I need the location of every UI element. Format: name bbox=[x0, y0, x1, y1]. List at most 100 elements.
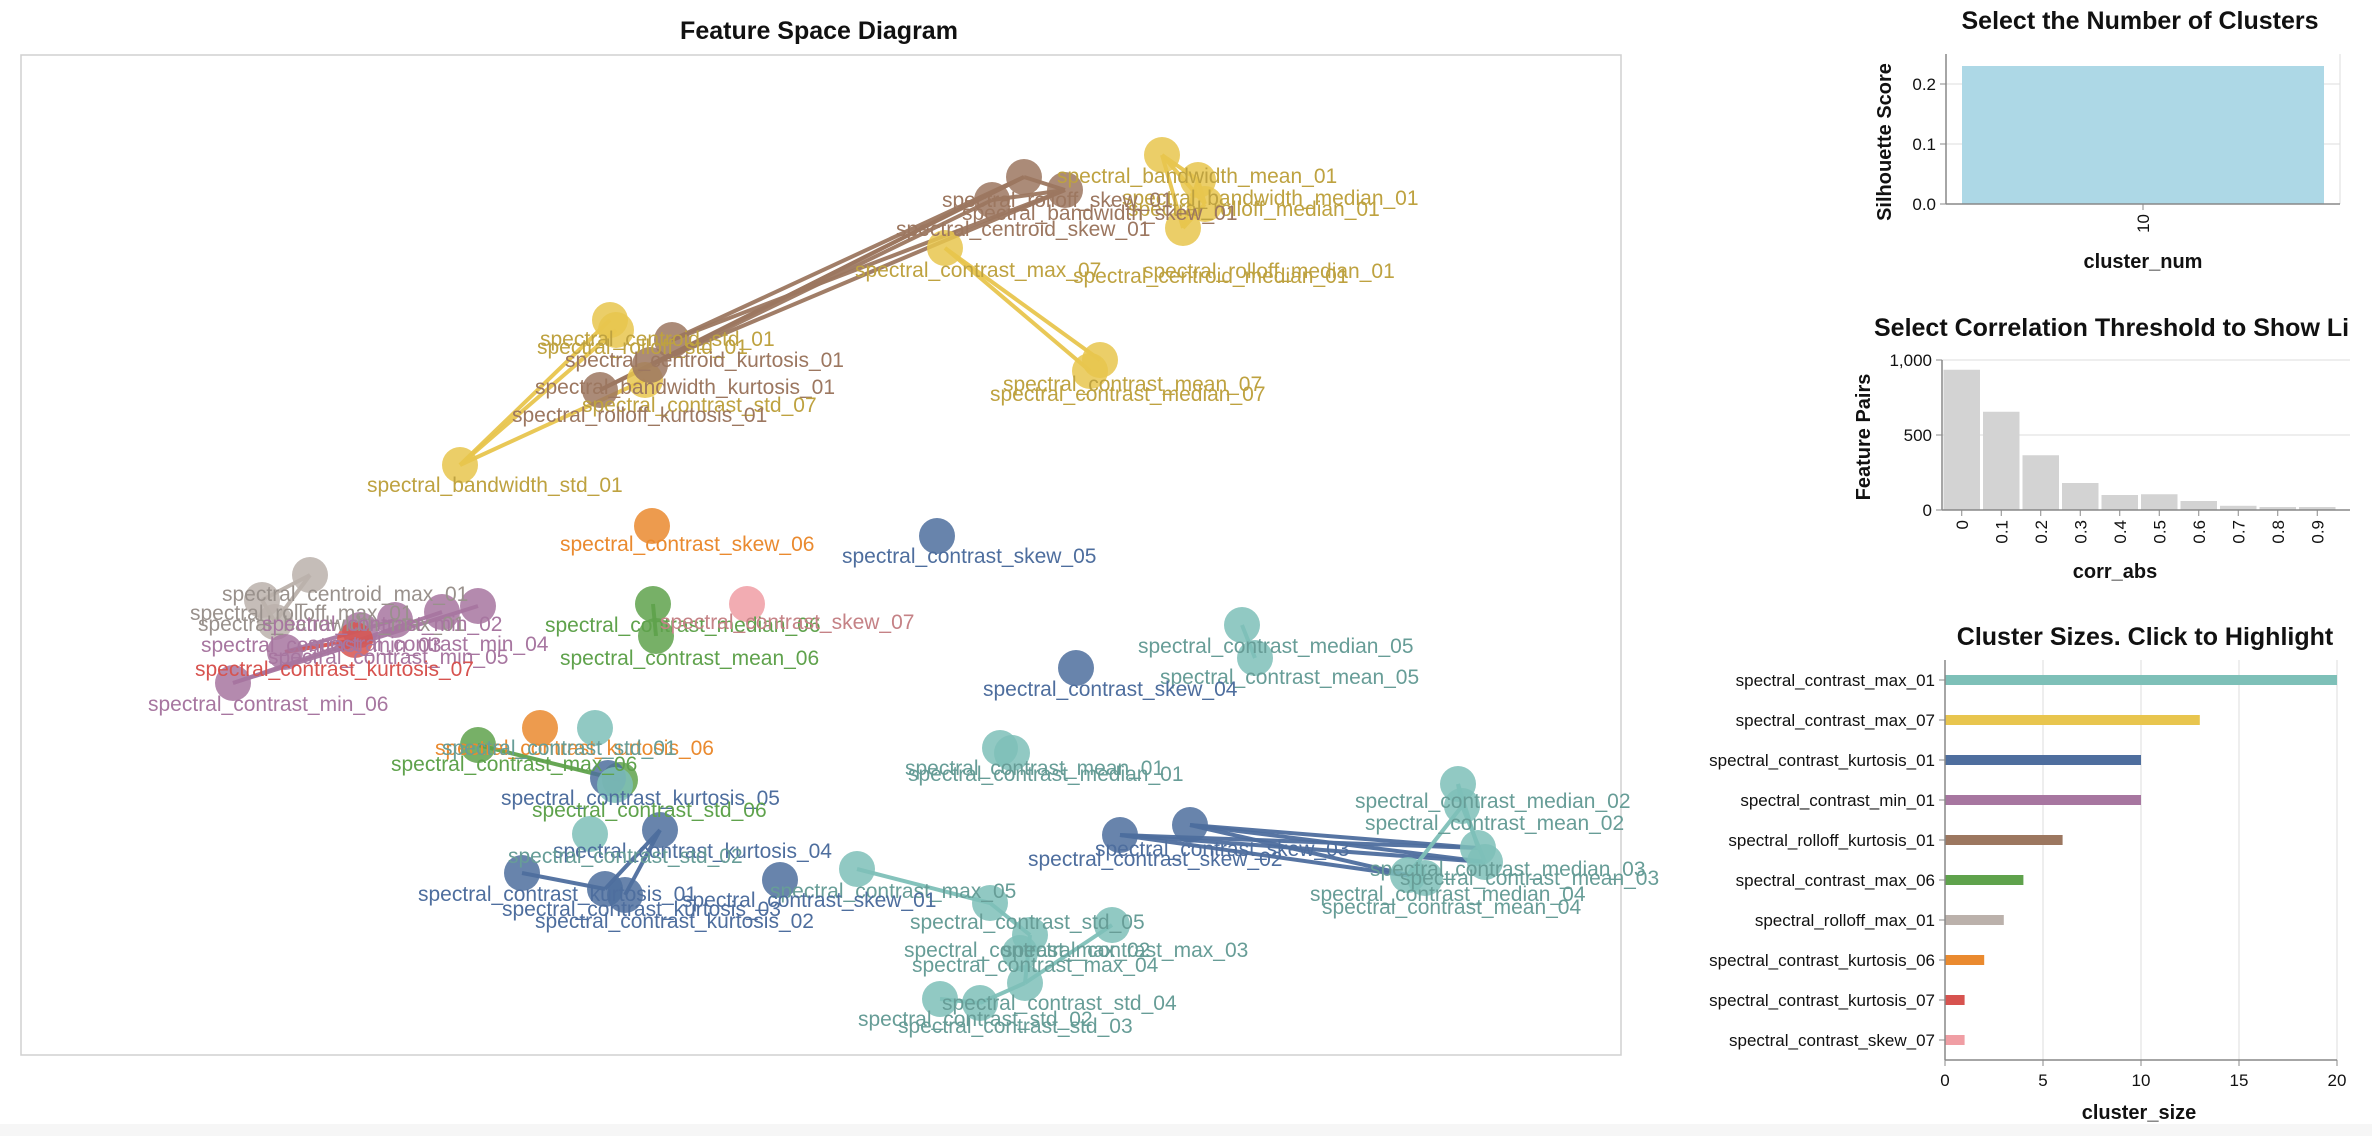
correlation-bar[interactable] bbox=[2220, 505, 2257, 510]
correlation-bar[interactable] bbox=[2062, 483, 2099, 510]
correlation-x-axis-title: corr_abs bbox=[2073, 561, 2158, 583]
feature-node[interactable] bbox=[974, 182, 1010, 218]
feature-node[interactable] bbox=[292, 557, 328, 593]
cluster-size-bar[interactable] bbox=[1945, 715, 2200, 725]
cluster-size-bar[interactable] bbox=[1945, 995, 1965, 1005]
feature-node[interactable] bbox=[598, 312, 634, 348]
feature-node[interactable] bbox=[582, 372, 618, 408]
feature-node[interactable] bbox=[632, 347, 668, 383]
cluster-sizes-y-tick-label[interactable]: spectral_contrast_max_06 bbox=[1736, 871, 1935, 890]
feature-node[interactable] bbox=[1187, 186, 1223, 222]
feature-node[interactable] bbox=[1102, 817, 1138, 853]
feature-space-plot-area[interactable] bbox=[20, 54, 1622, 1056]
feature-space-nodes[interactable] bbox=[215, 137, 1503, 1021]
cluster-sizes-y-tick-label[interactable]: spectral_contrast_kurtosis_01 bbox=[1709, 751, 1935, 770]
feature-node[interactable] bbox=[972, 885, 1008, 921]
feature-node[interactable] bbox=[1047, 172, 1083, 208]
feature-node[interactable] bbox=[522, 710, 558, 746]
feature-node[interactable] bbox=[919, 518, 955, 554]
feature-node[interactable] bbox=[460, 727, 496, 763]
cluster-sizes-chart[interactable]: 0 5 10 15 20 spectral_contrast_max_01 spectral… bbox=[1709, 660, 2346, 1090]
feature-node[interactable] bbox=[654, 322, 690, 358]
cluster-sizes-y-tick-label[interactable]: spectral_contrast_max_07 bbox=[1736, 711, 1935, 730]
cluster-size-bar[interactable] bbox=[1945, 675, 2337, 685]
feature-node[interactable] bbox=[597, 767, 633, 803]
correlation-bar[interactable] bbox=[2141, 494, 2178, 510]
cluster-sizes-y-tick-label[interactable]: spectral_contrast_min_01 bbox=[1740, 791, 1935, 810]
correlation-bar[interactable] bbox=[2022, 455, 2060, 510]
cluster-sizes-y-tick-label[interactable]: spectral_contrast_kurtosis_06 bbox=[1709, 951, 1935, 970]
feature-node[interactable] bbox=[1165, 210, 1201, 246]
feature-node[interactable] bbox=[257, 604, 293, 640]
feature-node[interactable] bbox=[927, 230, 963, 266]
correlation-bar[interactable] bbox=[2180, 501, 2218, 510]
feature-node[interactable] bbox=[962, 985, 998, 1021]
feature-node[interactable] bbox=[1006, 159, 1042, 195]
feature-node[interactable] bbox=[267, 634, 303, 670]
feature-node-label: spectral_bandwidth_skew_01 bbox=[962, 202, 1238, 225]
feature-node[interactable] bbox=[572, 816, 608, 852]
cluster-sizes-y-tick-label[interactable]: spectral_contrast_kurtosis_07 bbox=[1709, 991, 1935, 1010]
cluster-size-bar[interactable] bbox=[1945, 875, 2024, 885]
feature-node[interactable] bbox=[839, 851, 875, 887]
correlation-bar[interactable] bbox=[1983, 411, 2020, 510]
feature-node[interactable] bbox=[634, 508, 670, 544]
feature-node[interactable] bbox=[1007, 965, 1043, 1001]
feature-node[interactable] bbox=[1002, 935, 1038, 971]
feature-node[interactable] bbox=[1144, 137, 1180, 173]
feature-node[interactable] bbox=[1224, 607, 1260, 643]
cluster-sizes-y-tick-label[interactable]: spectral_rolloff_max_01 bbox=[1755, 911, 1935, 930]
silhouette-chart[interactable]: 0.0 0.1 0.2 10 bbox=[1912, 54, 2341, 233]
cluster-sizes-y-tick-label[interactable]: spectral_rolloff_kurtosis_01 bbox=[1728, 831, 1935, 850]
feature-node[interactable] bbox=[1467, 844, 1503, 880]
feature-node[interactable] bbox=[1094, 907, 1130, 943]
correlation-x-tick-label: 0.6 bbox=[2190, 520, 2209, 544]
feature-node[interactable] bbox=[607, 877, 643, 913]
feature-node-label: spectral_contrast_max_04 bbox=[912, 954, 1159, 977]
feature-node[interactable] bbox=[424, 594, 460, 630]
feature-node[interactable] bbox=[1072, 353, 1108, 389]
feature-node[interactable] bbox=[642, 812, 678, 848]
feature-node[interactable] bbox=[762, 862, 798, 898]
feature-node-label: spectral_contrast_min_06 bbox=[148, 693, 388, 716]
feature-node[interactable] bbox=[1444, 788, 1480, 824]
feature-node[interactable] bbox=[922, 981, 958, 1017]
feature-node[interactable] bbox=[1407, 860, 1443, 896]
feature-node[interactable] bbox=[504, 855, 540, 891]
cluster-sizes-y-tick-label[interactable]: spectral_contrast_max_01 bbox=[1736, 671, 1935, 690]
cluster-size-bar[interactable] bbox=[1945, 755, 2141, 765]
correlation-bar[interactable] bbox=[1943, 369, 1981, 510]
feature-node[interactable] bbox=[729, 586, 765, 622]
feature-node[interactable] bbox=[460, 588, 496, 624]
cluster-sizes-x-tick-label: 5 bbox=[2038, 1071, 2047, 1090]
feature-node[interactable] bbox=[994, 735, 1030, 771]
cluster-size-bar[interactable] bbox=[1945, 795, 2141, 805]
feature-node[interactable] bbox=[638, 618, 674, 654]
cluster-size-bar[interactable] bbox=[1945, 835, 2063, 845]
cluster-size-bar[interactable] bbox=[1945, 955, 1985, 965]
silhouette-bar[interactable] bbox=[1962, 66, 2324, 204]
silhouette-y-tick-label: 0.2 bbox=[1912, 75, 1936, 94]
cluster-size-bar[interactable] bbox=[1945, 1035, 1965, 1045]
correlation-chart[interactable]: 0 500 1,000 0 0.1 0.2 0.3 0.4 0.5 0.6 0.7 0.8 0.9 bbox=[1889, 351, 2350, 544]
feature-node-label: spectral_contrast_std_06 bbox=[532, 799, 767, 822]
feature-node[interactable] bbox=[377, 602, 413, 638]
feature-node[interactable] bbox=[1237, 640, 1273, 676]
feature-node[interactable] bbox=[1058, 650, 1094, 686]
feature-node-label: spectral_contrast_skew_06 bbox=[560, 533, 814, 556]
feature-node-label: spectral_contrast_median_07 bbox=[990, 383, 1266, 406]
feature-node[interactable] bbox=[215, 665, 251, 701]
feature-node[interactable] bbox=[635, 586, 671, 622]
feature-node[interactable] bbox=[1172, 807, 1208, 843]
correlation-bar[interactable] bbox=[2299, 507, 2336, 510]
correlation-bar[interactable] bbox=[2101, 495, 2139, 510]
feature-node-label: spectral_contrast_min_04 bbox=[308, 633, 549, 656]
feature-node[interactable] bbox=[577, 710, 613, 746]
cluster-size-bar[interactable] bbox=[1945, 915, 2004, 925]
correlation-bar[interactable] bbox=[2259, 507, 2297, 510]
feature-node[interactable] bbox=[442, 447, 478, 483]
cluster-sizes-y-tick-label[interactable]: spectral_contrast_skew_07 bbox=[1729, 1031, 1935, 1050]
feature-node[interactable] bbox=[337, 622, 373, 658]
cluster-sizes-x-tick-label: 0 bbox=[1940, 1071, 1949, 1090]
